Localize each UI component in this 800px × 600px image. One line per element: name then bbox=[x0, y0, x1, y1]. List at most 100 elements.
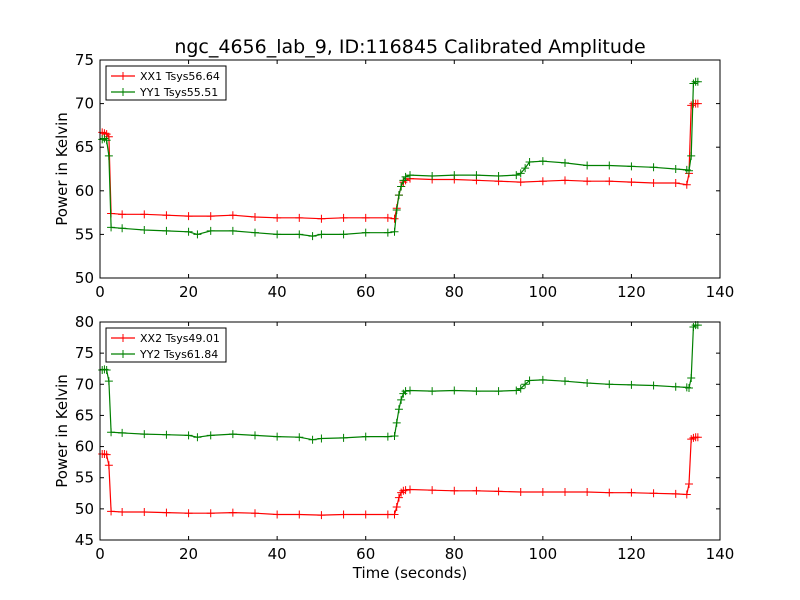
data-point bbox=[118, 224, 127, 233]
data-point bbox=[104, 461, 113, 470]
data-point bbox=[685, 479, 693, 488]
y-tick-label: 80 bbox=[75, 313, 94, 331]
data-point bbox=[494, 387, 503, 396]
data-point bbox=[685, 166, 693, 175]
data-point bbox=[98, 128, 107, 137]
y-axis-label: Power in Kelvin bbox=[53, 374, 71, 488]
data-point bbox=[685, 384, 693, 393]
data-point bbox=[397, 182, 406, 191]
data-point bbox=[521, 164, 530, 173]
x-tick-label: 100 bbox=[529, 283, 558, 301]
data-point bbox=[397, 395, 406, 404]
data-point bbox=[428, 171, 437, 180]
data-point bbox=[682, 180, 691, 189]
data-point bbox=[472, 171, 481, 180]
legend-label: XX2 Tsys49.01 bbox=[140, 332, 220, 345]
data-point bbox=[184, 509, 193, 518]
y-tick-label: 55 bbox=[75, 469, 94, 487]
data-point bbox=[295, 510, 304, 519]
data-point bbox=[627, 380, 636, 389]
y-tick-label: 70 bbox=[75, 375, 94, 393]
data-point bbox=[308, 435, 317, 444]
data-point bbox=[140, 226, 149, 235]
data-point bbox=[251, 509, 259, 518]
data-point bbox=[682, 490, 691, 499]
data-point bbox=[390, 431, 399, 440]
data-point bbox=[206, 212, 215, 221]
data-point bbox=[561, 488, 569, 497]
y-tick-label: 65 bbox=[75, 138, 94, 156]
data-point bbox=[671, 165, 680, 173]
plot-frame bbox=[99, 321, 721, 541]
data-point bbox=[472, 387, 481, 396]
y-tick-label: 75 bbox=[75, 51, 94, 69]
data-point bbox=[538, 375, 547, 384]
x-tick-label: 20 bbox=[179, 545, 198, 563]
data-point bbox=[512, 171, 521, 180]
data-point bbox=[538, 488, 547, 497]
data-point bbox=[687, 435, 696, 444]
y-tick-label: 75 bbox=[75, 344, 94, 362]
data-point bbox=[392, 502, 401, 511]
data-point bbox=[118, 428, 127, 437]
legend-marker bbox=[119, 334, 127, 342]
data-point bbox=[693, 433, 702, 442]
data-point bbox=[494, 171, 503, 180]
data-point bbox=[184, 431, 193, 440]
legend-marker bbox=[119, 88, 127, 96]
data-point bbox=[295, 213, 304, 222]
data-point bbox=[273, 432, 282, 441]
data-point bbox=[392, 418, 401, 427]
data-point bbox=[361, 228, 370, 237]
data-point bbox=[390, 214, 399, 223]
top-panel: 0 20 40 60 80 100 120 140 50 55 60 65 70 75 Power in K… bbox=[53, 51, 734, 301]
data-point bbox=[206, 226, 215, 235]
data-point bbox=[317, 434, 326, 443]
data-point bbox=[428, 486, 437, 495]
data-point bbox=[140, 430, 149, 439]
data-point bbox=[251, 431, 259, 440]
data-point bbox=[671, 489, 680, 498]
x-tick-label: 100 bbox=[529, 545, 558, 563]
data-point bbox=[394, 191, 403, 200]
data-point bbox=[406, 386, 414, 395]
data-point bbox=[649, 489, 658, 498]
legend: XX2 Tsys49.01 YY2 Tsys61.84 bbox=[105, 327, 227, 363]
data-point bbox=[104, 377, 113, 386]
legend-label: YY1 Tsys55.51 bbox=[139, 86, 218, 99]
x-tick-label: 80 bbox=[445, 545, 464, 563]
data-point bbox=[693, 99, 702, 108]
data-point bbox=[583, 379, 592, 388]
y-tick-label: 50 bbox=[75, 269, 94, 287]
data-point bbox=[401, 172, 410, 181]
x-tick-label: 120 bbox=[617, 545, 646, 563]
data-point bbox=[339, 230, 348, 239]
x-tick-label: 60 bbox=[356, 545, 375, 563]
data-point bbox=[317, 214, 326, 223]
data-point bbox=[671, 178, 680, 187]
data-point bbox=[627, 162, 636, 171]
data-point bbox=[450, 171, 459, 180]
data-point bbox=[649, 381, 658, 390]
bottom-panel: 0 20 40 60 80 100 120 140 45 50 55 60 65 70 75 80 Power … bbox=[53, 313, 734, 582]
data-point bbox=[206, 509, 215, 518]
data-point bbox=[317, 230, 326, 239]
data-point bbox=[605, 161, 614, 170]
data-point bbox=[102, 136, 111, 145]
data-point bbox=[605, 488, 614, 497]
data-point bbox=[450, 386, 459, 395]
data-point bbox=[118, 210, 127, 219]
series-line-1 bbox=[102, 436, 698, 516]
data-point bbox=[671, 382, 680, 391]
x-tick-label: 40 bbox=[268, 545, 287, 563]
data-point bbox=[399, 176, 408, 185]
legend-marker bbox=[119, 350, 127, 358]
data-point bbox=[273, 510, 282, 519]
data-point bbox=[693, 77, 702, 86]
data-point bbox=[361, 213, 370, 222]
data-point bbox=[649, 163, 658, 172]
series-line-2 bbox=[101, 81, 698, 237]
data-point bbox=[308, 232, 317, 241]
data-point bbox=[390, 510, 399, 519]
x-tick-label: 80 bbox=[445, 283, 464, 301]
